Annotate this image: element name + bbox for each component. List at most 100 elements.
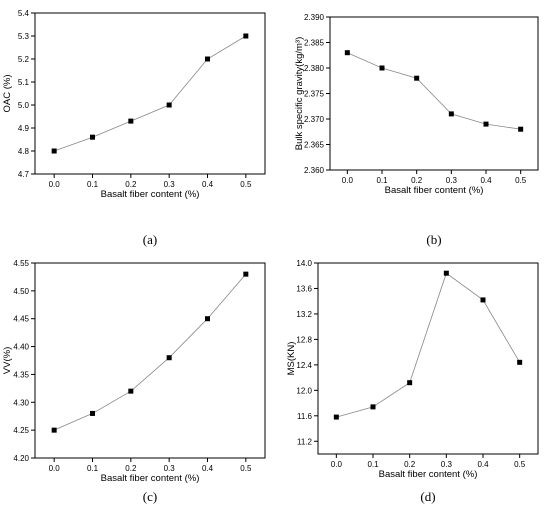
y-tick-label: 2.365 xyxy=(304,141,325,150)
y-tick-label: 12.8 xyxy=(296,335,312,344)
data-point xyxy=(243,271,249,277)
data-point xyxy=(414,75,420,81)
y-tick-label: 4.30 xyxy=(13,398,29,407)
data-point xyxy=(128,118,134,124)
y-tick-label: 2.360 xyxy=(304,166,325,175)
data-point xyxy=(51,427,57,433)
y-axis-label: Bulk specific gravity(kg/m³) xyxy=(294,37,305,151)
x-tick-label: 0.5 xyxy=(514,460,526,469)
x-tick-label: 0.5 xyxy=(240,464,252,473)
x-tick-label: 0.2 xyxy=(125,464,137,473)
x-tick-label: 0.1 xyxy=(376,176,388,185)
y-tick-label: 12.4 xyxy=(296,361,312,370)
y-tick-label: 4.40 xyxy=(13,343,29,352)
series-line xyxy=(336,272,521,418)
x-tick-label: 0.2 xyxy=(125,180,137,189)
x-tick-label: 0.3 xyxy=(441,460,453,469)
data-point xyxy=(480,297,486,303)
plot-frame xyxy=(317,262,539,455)
data-point xyxy=(51,148,57,154)
y-axis-label: VV(%) xyxy=(2,347,13,374)
x-tick-label: 0.5 xyxy=(515,176,527,185)
y-tick-label: 5.0 xyxy=(18,101,30,110)
y-tick-label: 5.1 xyxy=(18,78,30,87)
series-line xyxy=(347,52,521,130)
x-tick-label: 0.1 xyxy=(87,464,99,473)
y-tick-label: 2.385 xyxy=(304,39,325,48)
data-point xyxy=(448,111,454,117)
x-tick-label: 0.1 xyxy=(367,460,379,469)
y-axis-label: OAC (%) xyxy=(2,75,13,113)
series-line xyxy=(54,273,247,431)
y-tick-label: 14.0 xyxy=(296,259,312,268)
x-tick-label: 0.5 xyxy=(240,180,252,189)
x-tick-label: 0.4 xyxy=(480,176,492,185)
y-tick-label: 2.370 xyxy=(304,115,325,124)
plot-frame xyxy=(34,262,266,459)
data-point xyxy=(205,316,210,322)
y-tick-label: 4.8 xyxy=(18,147,30,156)
x-tick-label: 0.0 xyxy=(342,176,354,185)
y-tick-label: 5.3 xyxy=(18,32,30,41)
data-point xyxy=(128,388,134,394)
panel-label: (b) xyxy=(426,232,441,247)
y-tick-label: 13.6 xyxy=(296,284,312,293)
x-tick-label: 0.3 xyxy=(446,176,458,185)
x-tick-label: 0.4 xyxy=(477,460,489,469)
panel-label: (a) xyxy=(143,232,157,247)
data-point xyxy=(379,65,385,71)
data-point xyxy=(483,121,489,127)
x-tick-label: 0.3 xyxy=(164,180,176,189)
y-tick-label: 2.390 xyxy=(304,13,325,22)
x-tick-label: 0.2 xyxy=(404,460,416,469)
data-point xyxy=(166,355,172,361)
x-tick-label: 0.0 xyxy=(49,180,61,189)
data-point xyxy=(90,134,95,140)
x-tick-label: 0.4 xyxy=(202,180,214,189)
series-line xyxy=(54,35,247,152)
x-tick-label: 0.3 xyxy=(164,464,176,473)
data-point xyxy=(407,380,413,386)
data-point xyxy=(166,102,172,108)
y-tick-label: 4.45 xyxy=(13,315,29,324)
panel-label: (d) xyxy=(420,489,435,504)
data-point xyxy=(344,50,350,56)
y-tick-label: 4.9 xyxy=(18,124,30,133)
y-tick-label: 12.0 xyxy=(296,386,312,395)
chart-panel: 0.0 0.1 0.2 0.3 0.4 0.5 2.360 2.365 2.370 2.375 2.… xyxy=(294,13,539,247)
y-tick-label: 13.2 xyxy=(296,310,312,319)
data-point xyxy=(370,404,376,410)
y-tick-label: 5.2 xyxy=(18,55,30,64)
y-tick-label: 4.20 xyxy=(13,454,29,463)
chart-panel: 0.0 0.1 0.2 0.3 0.4 0.5 4.7 4.8 4.9 5.0 5.1 5.2 5.3 5… xyxy=(2,9,266,247)
chart-panel: 0.0 0.1 0.2 0.3 0.4 0.5 11.2 11.6 12.0 12.4 12.8 13… xyxy=(286,259,539,504)
y-tick-label: 4.7 xyxy=(18,170,30,179)
y-tick-label: 11.2 xyxy=(297,437,313,446)
panel-label: (c) xyxy=(143,489,157,504)
y-axis-label: MS(KN) xyxy=(286,342,297,376)
x-tick-label: 0.0 xyxy=(49,464,61,473)
data-point xyxy=(90,410,95,416)
y-tick-label: 4.55 xyxy=(13,259,29,268)
y-tick-label: 5.4 xyxy=(18,9,30,18)
y-tick-label: 2.375 xyxy=(304,90,325,99)
data-point xyxy=(333,414,339,420)
plot-frame xyxy=(34,12,266,175)
y-tick-label: 4.25 xyxy=(13,426,29,435)
x-tick-label: 0.4 xyxy=(202,464,214,473)
y-tick-label: 2.380 xyxy=(304,64,325,73)
y-tick-label: 4.50 xyxy=(13,287,29,296)
y-tick-label: 4.35 xyxy=(13,370,29,379)
y-tick-label: 11.6 xyxy=(297,412,313,421)
data-point xyxy=(443,270,449,276)
data-point xyxy=(518,126,524,132)
x-tick-label: 0.2 xyxy=(411,176,423,185)
x-axis-label: Basalt fiber content (%) xyxy=(101,189,200,200)
x-axis-label: Basalt fiber content (%) xyxy=(101,473,200,484)
data-point xyxy=(517,359,523,365)
chart-panel: 0.0 0.1 0.2 0.3 0.4 0.5 4.20 4.25 4.30 4.35 4.40 4.… xyxy=(2,259,266,504)
data-point xyxy=(243,33,249,39)
plot-frame xyxy=(329,16,539,171)
data-point xyxy=(205,56,210,62)
